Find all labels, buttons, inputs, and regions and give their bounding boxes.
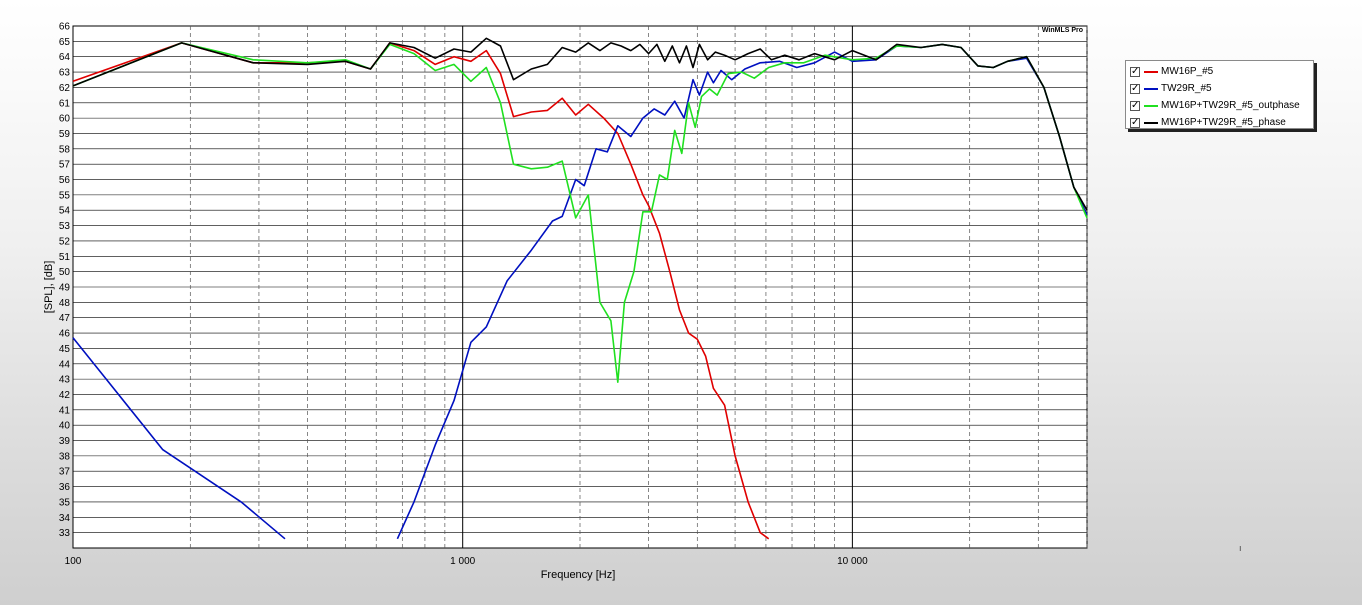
y-tick-label: 48 bbox=[59, 298, 71, 309]
legend-label: MW16P+TW29R_#5_phase bbox=[1161, 117, 1286, 128]
y-tick-label: 53 bbox=[59, 221, 71, 232]
y-tick-label: 63 bbox=[59, 68, 71, 79]
y-tick-label: 66 bbox=[59, 22, 71, 33]
y-tick-label: 44 bbox=[59, 359, 71, 370]
y-tick-label: 35 bbox=[59, 497, 71, 508]
y-tick-label: 65 bbox=[59, 37, 71, 48]
y-tick-label: 55 bbox=[59, 190, 71, 201]
series-line-3 bbox=[72, 37, 1088, 211]
y-tick-label: 51 bbox=[59, 252, 71, 263]
legend-swatch bbox=[1144, 70, 1158, 73]
y-tick-label: 38 bbox=[59, 451, 71, 462]
watermark-text: WinMLS Pro bbox=[1042, 27, 1083, 34]
y-tick-label: 58 bbox=[59, 144, 71, 155]
y-tick-label: 54 bbox=[59, 206, 71, 217]
legend-checkbox[interactable]: ✓ bbox=[1130, 116, 1140, 128]
legend-label: MW16P+TW29R_#5_outphase bbox=[1161, 100, 1300, 111]
legend-item[interactable]: ✓ MW16P_#5 bbox=[1130, 63, 1313, 80]
y-tick-label: 49 bbox=[59, 283, 71, 294]
y-axis-ticks: 33 34 35 36 37 38 39 40 41 42 43 44 45 46 47 48 49 50 51 52… bbox=[59, 22, 71, 540]
y-tick-label: 47 bbox=[59, 313, 71, 324]
x-axis-label: Frequency [Hz] bbox=[541, 569, 616, 581]
y-tick-label: 46 bbox=[59, 329, 71, 340]
y-tick-label: 42 bbox=[59, 390, 71, 401]
y-tick-label: 40 bbox=[59, 421, 71, 432]
legend-label: TW29R_#5 bbox=[1161, 83, 1212, 94]
y-tick-label: 50 bbox=[59, 267, 71, 278]
y-tick-label: 33 bbox=[59, 528, 71, 539]
y-tick-label: 36 bbox=[59, 482, 71, 493]
x-tick-label: 10 000 bbox=[837, 556, 868, 567]
y-tick-label: 62 bbox=[59, 83, 71, 94]
cursor-marker: ı bbox=[1239, 543, 1242, 553]
legend-label: MW16P_#5 bbox=[1161, 66, 1214, 77]
x-tick-label: 100 bbox=[65, 556, 82, 567]
legend-item[interactable]: ✓ MW16P+TW29R_#5_phase bbox=[1130, 114, 1313, 131]
grid-lines bbox=[72, 25, 1088, 548]
legend-swatch bbox=[1144, 121, 1158, 124]
legend-checkbox[interactable]: ✓ bbox=[1130, 82, 1140, 94]
y-tick-label: 39 bbox=[59, 436, 71, 447]
y-tick-label: 59 bbox=[59, 129, 71, 140]
y-tick-label: 56 bbox=[59, 175, 71, 186]
legend-checkbox[interactable]: ✓ bbox=[1130, 65, 1140, 77]
y-tick-label: 37 bbox=[59, 467, 71, 478]
x-axis-ticks: 100 1 000 10 000 bbox=[65, 556, 868, 567]
x-tick-label: 1 000 bbox=[450, 556, 475, 567]
legend-swatch bbox=[1144, 87, 1158, 90]
legend: ✓ MW16P_#5 ✓ TW29R_#5 ✓ MW16P+TW29R_#5_outpha… bbox=[1125, 60, 1314, 129]
y-tick-label: 61 bbox=[59, 98, 71, 109]
y-tick-label: 57 bbox=[59, 160, 71, 171]
legend-checkbox[interactable]: ✓ bbox=[1130, 99, 1140, 111]
legend-item[interactable]: ✓ MW16P+TW29R_#5_outphase bbox=[1130, 97, 1313, 114]
legend-swatch bbox=[1144, 104, 1158, 107]
series-line-1 bbox=[72, 337, 286, 540]
y-axis-label: [SPL], [dB] bbox=[43, 261, 55, 314]
y-tick-label: 60 bbox=[59, 114, 71, 125]
y-tick-label: 52 bbox=[59, 236, 71, 247]
y-tick-label: 34 bbox=[59, 513, 71, 524]
y-tick-label: 64 bbox=[59, 52, 71, 63]
y-tick-label: 41 bbox=[59, 405, 71, 416]
y-tick-label: 43 bbox=[59, 375, 71, 386]
legend-item[interactable]: ✓ TW29R_#5 bbox=[1130, 80, 1313, 97]
series-layer bbox=[72, 37, 1088, 540]
y-tick-label: 45 bbox=[59, 344, 71, 355]
